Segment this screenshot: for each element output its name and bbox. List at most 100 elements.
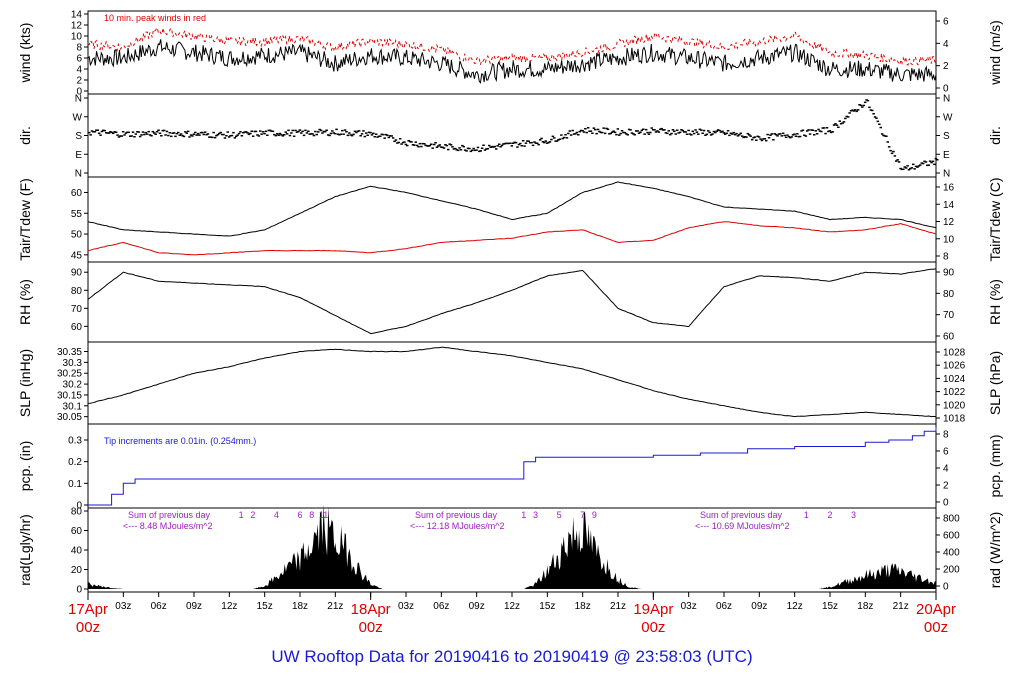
direction-point <box>219 131 222 134</box>
direction-point <box>541 141 545 143</box>
direction-point <box>261 131 265 133</box>
direction-point <box>414 141 417 143</box>
direction-point <box>220 133 224 136</box>
direction-point <box>623 131 627 134</box>
y-tick-label-left: 60 <box>71 526 83 537</box>
direction-point <box>924 161 928 163</box>
direction-point <box>733 133 737 136</box>
hour-mark-label: 1 <box>804 510 809 520</box>
direction-point <box>927 164 930 166</box>
y-axis-label-right: pcp. (mm) <box>987 435 1003 498</box>
direction-point <box>226 131 229 133</box>
direction-point <box>555 140 559 142</box>
direction-point <box>114 131 118 133</box>
direction-point <box>767 137 771 139</box>
daily-sum-label: Sum of previous day <box>700 510 783 520</box>
direction-point <box>251 135 255 137</box>
direction-point <box>441 146 444 149</box>
x-tick-label: 06z <box>716 601 732 612</box>
direction-point <box>288 134 292 137</box>
direction-point <box>598 130 601 133</box>
direction-point <box>326 134 330 136</box>
direction-point <box>415 144 419 147</box>
direction-point <box>620 130 624 132</box>
x-tick-label: 18z <box>292 601 308 612</box>
direction-point <box>205 133 208 136</box>
y-tick-label-left: 45 <box>71 250 83 261</box>
y-tick-label-right: 2 <box>943 481 949 492</box>
direction-point <box>883 135 887 137</box>
direction-point <box>102 129 105 132</box>
direction-point <box>820 130 823 133</box>
y-tick-label-left: 0.2 <box>68 457 82 468</box>
direction-point <box>697 133 700 135</box>
y-tick-label-left: N <box>75 169 82 180</box>
direction-point <box>702 129 706 132</box>
direction-point <box>401 141 405 144</box>
direction-point <box>158 132 162 134</box>
direction-point <box>900 168 904 171</box>
direction-point <box>346 134 350 137</box>
direction-point <box>301 130 304 133</box>
direction-point <box>208 136 211 138</box>
direction-point <box>772 139 775 141</box>
direction-point <box>540 137 543 140</box>
direction-point <box>294 129 297 132</box>
direction-point <box>675 129 679 131</box>
direction-point <box>892 150 895 153</box>
direction-point <box>619 132 622 135</box>
direction-point <box>916 166 919 168</box>
direction-point <box>838 120 841 122</box>
direction-point <box>466 147 470 150</box>
direction-point <box>384 133 388 136</box>
direction-point <box>235 135 238 138</box>
direction-point <box>756 135 759 138</box>
direction-point <box>920 162 923 164</box>
direction-point <box>783 134 786 137</box>
direction-point <box>517 143 521 146</box>
direction-point <box>246 132 249 134</box>
direction-point <box>828 130 832 132</box>
direction-point <box>250 130 253 132</box>
direction-point <box>129 135 132 137</box>
y-tick-label-right: 600 <box>943 531 960 542</box>
direction-point <box>807 129 810 131</box>
direction-point <box>715 130 718 132</box>
direction-point <box>379 135 382 137</box>
direction-point <box>312 134 316 137</box>
direction-point <box>781 132 785 134</box>
direction-point <box>449 144 453 146</box>
direction-point <box>635 130 638 132</box>
direction-point <box>880 133 884 135</box>
y-tick-label-left: 30.2 <box>63 380 83 391</box>
direction-point <box>349 134 352 136</box>
direction-point <box>335 128 338 131</box>
direction-point <box>427 145 430 147</box>
direction-point <box>586 127 590 129</box>
x-tick-label: 18z <box>575 601 591 612</box>
direction-point <box>757 136 761 138</box>
direction-point <box>160 135 163 137</box>
direction-point <box>393 140 396 143</box>
direction-point <box>910 167 914 169</box>
direction-point <box>695 131 699 133</box>
direction-point <box>507 142 511 145</box>
direction-point <box>314 130 317 133</box>
direction-point <box>903 166 906 168</box>
direction-point <box>172 132 176 134</box>
direction-point <box>458 147 461 149</box>
direction-point <box>538 139 542 141</box>
direction-point <box>636 130 639 132</box>
direction-point <box>270 130 273 132</box>
x-tick-label: 15z <box>257 601 273 612</box>
direction-point <box>637 132 641 134</box>
x-tick-label: 12z <box>787 601 803 612</box>
direction-point <box>307 130 310 132</box>
y-axis-label-right: Tair/Tdew (C) <box>987 177 1003 261</box>
direction-point <box>856 109 860 111</box>
series-1-line <box>87 346 937 418</box>
direction-point <box>858 104 861 106</box>
direction-point <box>724 133 727 135</box>
direction-point <box>376 136 379 138</box>
direction-point <box>479 150 482 152</box>
